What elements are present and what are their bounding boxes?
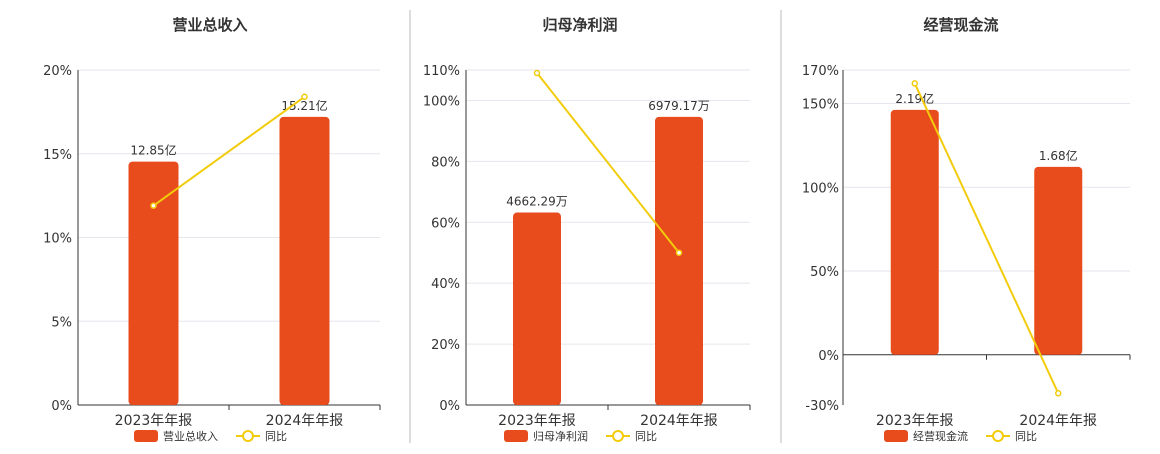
yoy-point (533, 69, 541, 77)
x-tick-label: 2024年年报 (640, 413, 718, 429)
legend-line-label: 同比 (1015, 430, 1037, 443)
y-tick-label: 60% (431, 216, 460, 231)
legend-bar-swatch (504, 430, 528, 442)
legend: 经营现金流 同比 (884, 429, 1037, 443)
legend-bar-swatch (884, 430, 908, 442)
bar-data-label: 2.19亿 (895, 91, 934, 106)
legend-line-label: 同比 (635, 430, 657, 443)
bar-data-label: 12.85亿 (130, 143, 176, 158)
y-tick-label: 10% (43, 232, 72, 247)
legend-bar-label: 归母净利润 (533, 429, 588, 443)
bar-data-label: 6979.17万 (648, 99, 710, 113)
bar-data-label: 1.68亿 (1039, 148, 1078, 163)
chart-panel-2: 归母净利润 110% 100% 80% 60% 40% 20% 0% 4662.29万 6979.… (423, 16, 751, 443)
y-tick-label: 170% (802, 64, 839, 79)
chart-title: 营业总收入 (172, 16, 247, 34)
y-tick-label: 80% (431, 155, 460, 170)
yoy-point (675, 249, 683, 256)
x-tick-label: 2023年年报 (876, 413, 954, 429)
y-tick-label: 20% (43, 64, 72, 79)
y-tick-label: 100% (802, 181, 839, 196)
x-tick-label: 2023年年报 (115, 413, 193, 429)
yoy-line (913, 82, 1060, 394)
chart-title: 经营现金流 (923, 16, 998, 34)
yoy-line (536, 72, 680, 254)
y-tick-label: 50% (810, 265, 839, 280)
legend-line-marker (242, 430, 254, 442)
y-tick-label: 100% (423, 94, 460, 109)
yoy-point (150, 202, 157, 209)
yoy-point (1055, 390, 1062, 397)
y-tick-label: 20% (431, 338, 460, 353)
x-tick-label: 2024年年报 (1019, 413, 1097, 429)
chart-panel-3: 经营现金流 170% 150% 100% 50% 0% -30% 2.19亿 1.68亿 2023… (802, 16, 1131, 443)
bar-data-label: 15.21亿 (281, 98, 327, 113)
y-tick-label: 110% (423, 64, 460, 79)
y-tick-label: 15% (43, 148, 72, 163)
chart-title: 归母净利润 (542, 16, 617, 34)
bar-data-label: 4662.29万 (506, 195, 568, 209)
legend-bar-swatch (134, 430, 158, 442)
y-tick-label: 0% (51, 399, 72, 414)
y-tick-label: 5% (51, 315, 72, 330)
yoy-line (152, 95, 306, 207)
yoy-point (301, 93, 308, 101)
x-tick-label: 2023年年报 (498, 413, 576, 429)
legend-bar-label: 经营现金流 (913, 429, 968, 443)
legend: 归母净利润 同比 (504, 429, 657, 443)
legend-line-marker (612, 430, 624, 442)
legend-line-marker (992, 430, 1004, 442)
bar (128, 161, 179, 405)
bar (890, 109, 939, 355)
bar (655, 116, 703, 406)
yoy-point (911, 80, 918, 87)
chart-panel-1: 营业总收入 20% 15% 10% 5% 0% 12.85亿 15.21亿 2023年年报 202… (43, 16, 381, 443)
legend-line-label: 同比 (265, 430, 287, 443)
y-tick-label: -30% (805, 399, 839, 414)
legend: 营业总收入 同比 (134, 429, 287, 443)
y-tick-label: 150% (802, 98, 839, 113)
bar (1034, 166, 1083, 355)
x-tick-label: 2024年年报 (266, 413, 344, 429)
bar (279, 116, 330, 406)
bar (513, 212, 561, 405)
y-tick-label: 40% (431, 277, 460, 292)
y-tick-label: 0% (818, 349, 839, 364)
legend-bar-label: 营业总收入 (163, 429, 218, 443)
y-tick-label: 0% (439, 399, 460, 414)
